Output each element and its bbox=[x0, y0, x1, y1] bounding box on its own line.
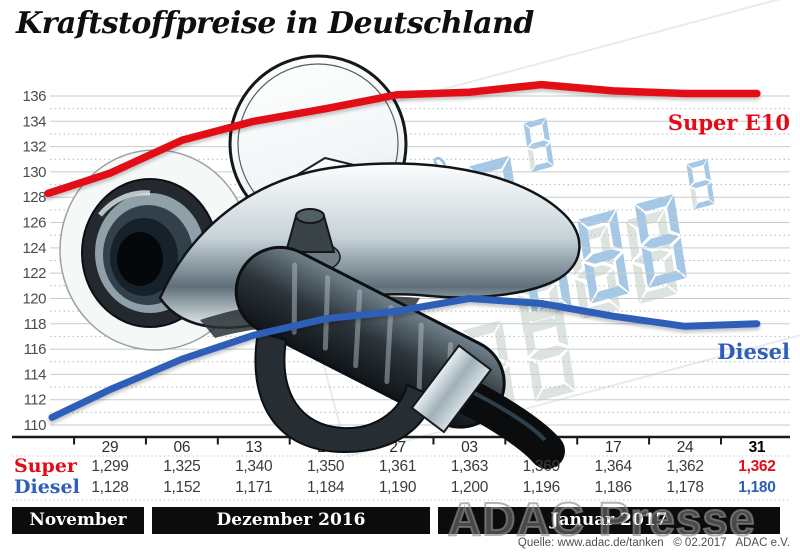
segment bbox=[527, 148, 536, 172]
series-label-diesel: Diesel bbox=[717, 339, 790, 364]
segment bbox=[690, 180, 711, 188]
diesel-value-cell: 1,128 bbox=[91, 479, 129, 496]
diesel-value-cell: 1,196 bbox=[522, 479, 561, 496]
segment bbox=[609, 210, 623, 250]
price-lines bbox=[44, 80, 761, 421]
super-value-cell: 1,350 bbox=[306, 458, 345, 475]
segment bbox=[528, 360, 542, 402]
x-date-label: 13 bbox=[245, 439, 262, 456]
x-date-label: 24 bbox=[677, 439, 694, 456]
diesel-value-cell: 1,180 bbox=[738, 479, 776, 496]
segment bbox=[686, 158, 707, 168]
month-bar-dezember: Dezember 2016 bbox=[152, 507, 430, 534]
y-tick-label: 134 bbox=[22, 113, 46, 130]
hose-collar bbox=[410, 344, 493, 434]
super-value-cell: 1,362 bbox=[738, 458, 776, 475]
super-e10-line bbox=[44, 80, 761, 198]
segment bbox=[707, 182, 715, 204]
seven-segment-digit bbox=[686, 158, 715, 210]
segment bbox=[648, 270, 687, 288]
x-date-label: 31 bbox=[749, 439, 766, 456]
table-row-label-super: Super bbox=[14, 455, 77, 477]
segment bbox=[545, 142, 554, 166]
month-bar-november: November bbox=[12, 507, 144, 534]
segment bbox=[641, 248, 655, 288]
nozzle-spout-hole bbox=[117, 232, 163, 286]
y-tick-label: 130 bbox=[22, 164, 46, 181]
table-row-label-diesel: Diesel bbox=[14, 476, 80, 498]
seven-segment-digit bbox=[521, 304, 576, 402]
valve-knob-cap bbox=[295, 208, 325, 224]
segment bbox=[632, 264, 646, 304]
segment bbox=[468, 155, 509, 175]
super-value-cell: 1,325 bbox=[163, 458, 201, 475]
seven-segment-digit bbox=[523, 117, 554, 173]
x-date-label: 29 bbox=[102, 439, 119, 456]
segment bbox=[524, 117, 546, 128]
super-value-cell: 1,340 bbox=[235, 458, 273, 475]
segment bbox=[536, 383, 575, 402]
y-tick-label: 132 bbox=[22, 139, 46, 156]
segment bbox=[495, 320, 509, 362]
segment bbox=[462, 320, 501, 339]
segment bbox=[591, 286, 629, 304]
adac-presse-watermark: ADAC Presse bbox=[447, 492, 756, 546]
page-title: Kraftstoffpreise in Deutschland bbox=[16, 6, 534, 41]
super-value-cell: 1,363 bbox=[450, 458, 489, 475]
nozzle-ring-highlight bbox=[98, 190, 151, 217]
super-value-cell: 1,362 bbox=[666, 458, 704, 475]
diesel-value-cell: 1,171 bbox=[235, 479, 273, 496]
y-tick-label: 114 bbox=[24, 366, 47, 383]
super-value-cell: 1,364 bbox=[594, 458, 633, 475]
y-tick-label: 128 bbox=[22, 189, 46, 206]
diesel-value-cell: 1,152 bbox=[163, 479, 201, 496]
segment bbox=[667, 194, 681, 234]
segment bbox=[577, 220, 592, 260]
segment bbox=[634, 205, 649, 245]
seven-segment-digit bbox=[634, 194, 687, 288]
segment bbox=[531, 162, 554, 173]
diesel-value-cell: 1,190 bbox=[378, 479, 417, 496]
segment bbox=[561, 349, 576, 391]
diesel-value-cell: 1,178 bbox=[666, 479, 704, 496]
y-tick-label: 122 bbox=[22, 265, 46, 282]
super-value-cell: 1,299 bbox=[91, 458, 129, 475]
month-bar-januar: Januar 2017 bbox=[438, 507, 780, 534]
y-tick-label: 110 bbox=[24, 417, 47, 434]
y-tick-label: 112 bbox=[24, 392, 47, 409]
y-tick-label: 124 bbox=[22, 240, 46, 257]
segment bbox=[686, 164, 694, 186]
segment bbox=[694, 200, 715, 210]
super-value-cell: 1,369 bbox=[522, 458, 561, 475]
diesel-value-cell: 1,186 bbox=[594, 479, 633, 496]
segment bbox=[639, 286, 677, 304]
x-date-label: 17 bbox=[605, 439, 622, 456]
segment bbox=[635, 194, 673, 212]
gridlines: 136 134 132 130 128 126 124 122 120 118 116 114 112 1… bbox=[22, 88, 790, 434]
diesel-value-cell: 1,200 bbox=[450, 479, 489, 496]
y-tick-label: 116 bbox=[24, 341, 47, 358]
series-label-super-e10: Super E10 bbox=[667, 110, 790, 135]
segment bbox=[542, 117, 550, 141]
y-tick-label: 126 bbox=[22, 215, 46, 232]
segment bbox=[554, 304, 569, 346]
x-date-label: 06 bbox=[174, 439, 191, 456]
segment bbox=[524, 317, 562, 335]
y-tick-label: 120 bbox=[22, 290, 46, 307]
segment bbox=[643, 233, 679, 249]
diesel-line bbox=[48, 295, 761, 421]
segment bbox=[523, 123, 532, 147]
x-date-label: 03 bbox=[461, 439, 478, 456]
diesel-value-cell: 1,184 bbox=[306, 479, 345, 496]
super-value-cell: 1,361 bbox=[378, 458, 417, 475]
segment bbox=[690, 187, 698, 210]
segment bbox=[703, 159, 711, 181]
segment bbox=[625, 221, 640, 261]
fuel-nozzle-illustration bbox=[59, 54, 581, 469]
y-tick-label: 118 bbox=[24, 316, 47, 333]
y-tick-label: 136 bbox=[22, 88, 46, 105]
source-note: Quelle: www.adac.de/tanken © 02.2017 ADA… bbox=[517, 537, 790, 549]
